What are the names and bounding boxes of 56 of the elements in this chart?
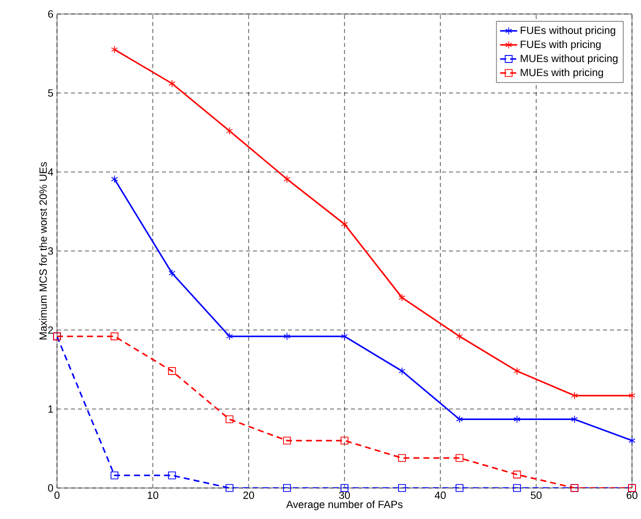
point xyxy=(513,470,521,478)
point xyxy=(110,471,118,480)
point xyxy=(340,436,348,444)
x-tick-label: 50 xyxy=(530,492,542,499)
point xyxy=(284,332,290,340)
point xyxy=(398,484,406,492)
legend-label: FUEs with pricing xyxy=(520,40,601,50)
y-tick-label: 0 xyxy=(48,484,54,492)
legend-label: MUEs with pricing xyxy=(520,68,603,78)
y-tick-label: 6 xyxy=(48,10,54,18)
legend-label: MUEs without pricing xyxy=(520,54,618,64)
legend-label: FUEs without pricing xyxy=(520,26,616,36)
point xyxy=(283,484,291,492)
point xyxy=(111,46,118,54)
point xyxy=(398,367,406,375)
point xyxy=(514,367,520,375)
point xyxy=(628,392,636,400)
point xyxy=(168,471,176,480)
point xyxy=(571,415,578,424)
x-axis-title: Average number of FAPs xyxy=(286,500,402,510)
point xyxy=(340,484,348,492)
y-tick-label: 2 xyxy=(48,326,53,334)
point xyxy=(456,454,464,462)
y-tick-label: 1 xyxy=(48,405,53,413)
point xyxy=(341,332,348,340)
point xyxy=(226,127,233,135)
point xyxy=(513,484,521,492)
point xyxy=(456,484,464,492)
x-tick-label: 30 xyxy=(339,492,350,499)
point xyxy=(398,454,406,462)
point xyxy=(514,415,520,424)
point xyxy=(110,332,118,340)
point xyxy=(341,220,348,228)
point xyxy=(456,415,463,424)
point xyxy=(168,367,176,375)
y-tick-label: 5 xyxy=(48,89,54,97)
point xyxy=(168,269,176,278)
x-tick-label: 40 xyxy=(434,492,446,499)
point xyxy=(628,436,636,444)
x-tick-label: 20 xyxy=(243,492,254,499)
point xyxy=(226,415,234,424)
point xyxy=(283,436,291,444)
y-tick-label: 3 xyxy=(48,247,54,255)
y-tick-label: 4 xyxy=(48,168,54,176)
x-tick-label: 0 xyxy=(54,492,60,499)
point xyxy=(284,175,290,184)
point xyxy=(111,175,118,184)
y-axis-title: Maximum MCS for the worst 20% UEs xyxy=(39,162,47,340)
x-tick-label: 10 xyxy=(148,492,158,499)
x-tick-label: 60 xyxy=(626,492,638,499)
point xyxy=(226,484,234,492)
point xyxy=(398,294,406,302)
point xyxy=(226,332,233,340)
point xyxy=(456,332,463,340)
point xyxy=(168,80,176,88)
point xyxy=(571,392,578,400)
